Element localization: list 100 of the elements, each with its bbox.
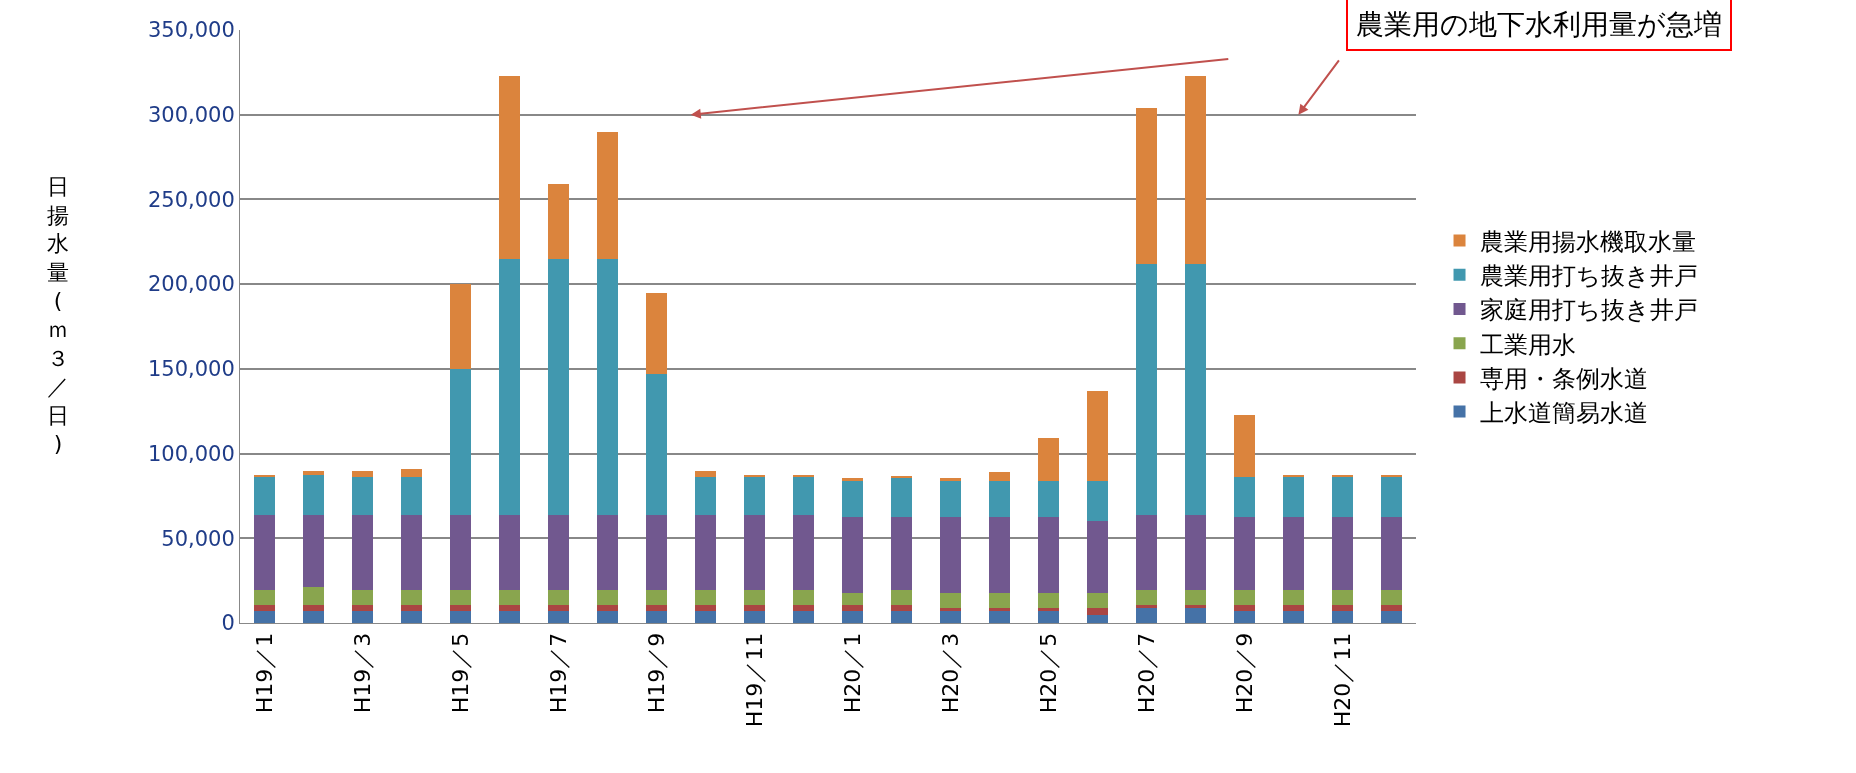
bar <box>1185 75 1206 264</box>
bar <box>1087 593 1108 608</box>
bar <box>1087 521 1108 594</box>
bar <box>303 471 324 475</box>
y-tick-label: 250,000 <box>147 187 235 212</box>
x-tick-label: H20／3 <box>937 632 963 714</box>
bar <box>1136 605 1157 608</box>
bar <box>1038 517 1059 594</box>
x-tick-label: H20／7 <box>1133 632 1159 714</box>
bar <box>989 480 1010 518</box>
legend-label: 工業用水 <box>1479 330 1576 359</box>
bar <box>352 605 373 612</box>
bar <box>1185 605 1206 608</box>
bar <box>1234 477 1255 518</box>
x-tick-label: H20／1 <box>839 632 865 714</box>
bar <box>891 611 912 623</box>
bar <box>1087 607 1108 615</box>
bar <box>891 589 912 606</box>
bar <box>1136 514 1157 590</box>
bar <box>548 514 569 590</box>
bar <box>1234 414 1255 478</box>
x-tick-label: H19／1 <box>251 632 277 714</box>
y-tick-label: 300,000 <box>147 103 235 128</box>
bar <box>989 593 1010 608</box>
bar <box>401 477 422 515</box>
bar <box>646 611 667 623</box>
x-tick-label: H19／7 <box>545 632 571 714</box>
bar <box>352 514 373 590</box>
bar <box>597 611 618 623</box>
bar <box>1234 589 1255 606</box>
bar <box>401 605 422 612</box>
bar <box>646 514 667 590</box>
bar <box>499 605 520 612</box>
bar <box>499 75 520 259</box>
bar <box>499 611 520 623</box>
bar <box>352 589 373 606</box>
bar <box>989 611 1010 623</box>
bar <box>989 517 1010 594</box>
bar <box>254 611 275 623</box>
bar <box>842 593 863 606</box>
x-tick-label: H19／11 <box>741 632 767 728</box>
x-tick-label: H19／9 <box>643 632 669 714</box>
bar <box>1381 517 1402 590</box>
bar <box>1185 589 1206 606</box>
bar <box>1038 480 1059 518</box>
bar <box>1185 514 1206 590</box>
bar <box>401 611 422 623</box>
bar <box>646 605 667 612</box>
bar <box>1136 263 1157 515</box>
bar <box>842 480 863 518</box>
text: 日揚水量(ｍ３／日) <box>47 174 69 457</box>
legend-label: 家庭用打ち抜き井戸 <box>1479 296 1698 325</box>
bar <box>1185 263 1206 515</box>
bar <box>989 472 1010 481</box>
x-tick-label: H20／5 <box>1035 632 1061 714</box>
bar <box>254 589 275 606</box>
bar <box>695 611 716 623</box>
bar <box>940 517 961 594</box>
bar <box>499 589 520 606</box>
bar <box>744 605 765 612</box>
bar <box>1087 390 1108 481</box>
bar <box>1136 589 1157 606</box>
bar <box>401 514 422 590</box>
bar <box>1283 477 1304 518</box>
annotation: 農業用の地下水利用量が急増 <box>1356 8 1722 41</box>
bar <box>793 477 814 515</box>
bar <box>744 611 765 623</box>
bar <box>303 605 324 612</box>
bar <box>940 593 961 608</box>
bar <box>1283 517 1304 590</box>
bar <box>1381 477 1402 518</box>
bar <box>1234 517 1255 590</box>
y-tick-label: 200,000 <box>147 272 235 297</box>
bar <box>744 589 765 606</box>
legend-label: 農業用打ち抜き井戸 <box>1479 262 1698 291</box>
bar <box>842 611 863 623</box>
bar <box>597 131 618 259</box>
bar <box>499 258 520 515</box>
x-tick-label: H20／9 <box>1231 632 1257 714</box>
bar <box>1038 611 1059 623</box>
y-tick-label: 150,000 <box>147 357 235 382</box>
bar <box>401 468 422 478</box>
bar <box>352 611 373 623</box>
bar <box>646 589 667 606</box>
bar <box>1136 607 1157 623</box>
bar <box>793 605 814 612</box>
bar <box>646 292 667 374</box>
bar <box>842 517 863 594</box>
bar <box>450 284 471 369</box>
bar <box>695 514 716 590</box>
bar <box>842 605 863 612</box>
bar <box>1283 589 1304 606</box>
bar <box>548 605 569 612</box>
bar <box>695 589 716 606</box>
bar <box>254 605 275 612</box>
bar <box>450 589 471 606</box>
bar <box>1381 589 1402 606</box>
legend-label: 専用・条例水道 <box>1479 364 1648 393</box>
bar <box>499 514 520 590</box>
bar <box>891 517 912 590</box>
